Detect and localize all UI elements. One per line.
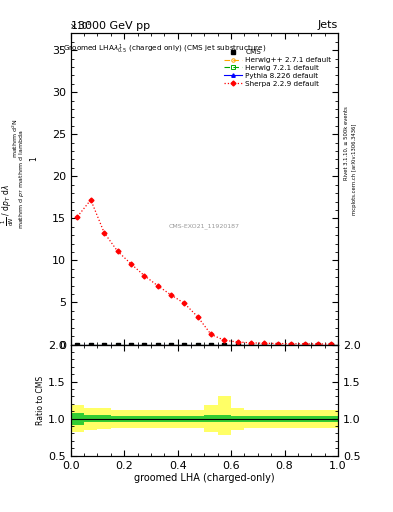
Text: $\times10^1$: $\times10^1$ [70, 19, 92, 32]
Legend: CMS, Herwig++ 2.7.1 default, Herwig 7.2.1 default, Pythia 8.226 default, Sherpa : CMS, Herwig++ 2.7.1 default, Herwig 7.2.… [221, 46, 334, 90]
Text: CMS-EXO21_11920187: CMS-EXO21_11920187 [169, 223, 240, 229]
Text: 1: 1 [29, 156, 38, 161]
Text: mathrm d$^2$N: mathrm d$^2$N [11, 118, 20, 158]
Text: mathrm d $p_T$ mathrm d lambda: mathrm d $p_T$ mathrm d lambda [17, 130, 26, 229]
Y-axis label: Ratio to CMS: Ratio to CMS [36, 375, 45, 424]
Text: Groomed LHA$\lambda^1_{0.5}$ (charged only) (CMS jet substructure): Groomed LHA$\lambda^1_{0.5}$ (charged on… [62, 42, 266, 56]
Text: mcplots.cern.ch [arXiv:1306.3436]: mcplots.cern.ch [arXiv:1306.3436] [352, 123, 357, 215]
X-axis label: groomed LHA (charged-only): groomed LHA (charged-only) [134, 473, 275, 483]
Text: Rivet 3.1.10, ≥ 500k events: Rivet 3.1.10, ≥ 500k events [344, 106, 349, 180]
Text: 13000 GeV pp: 13000 GeV pp [71, 21, 150, 31]
Text: Jets: Jets [318, 20, 338, 30]
Text: $\frac{1}{\mathrm{d}N}$ / $\mathrm{d}p_T$ $\mathrm{d}\lambda$: $\frac{1}{\mathrm{d}N}$ / $\mathrm{d}p_T… [0, 184, 16, 226]
